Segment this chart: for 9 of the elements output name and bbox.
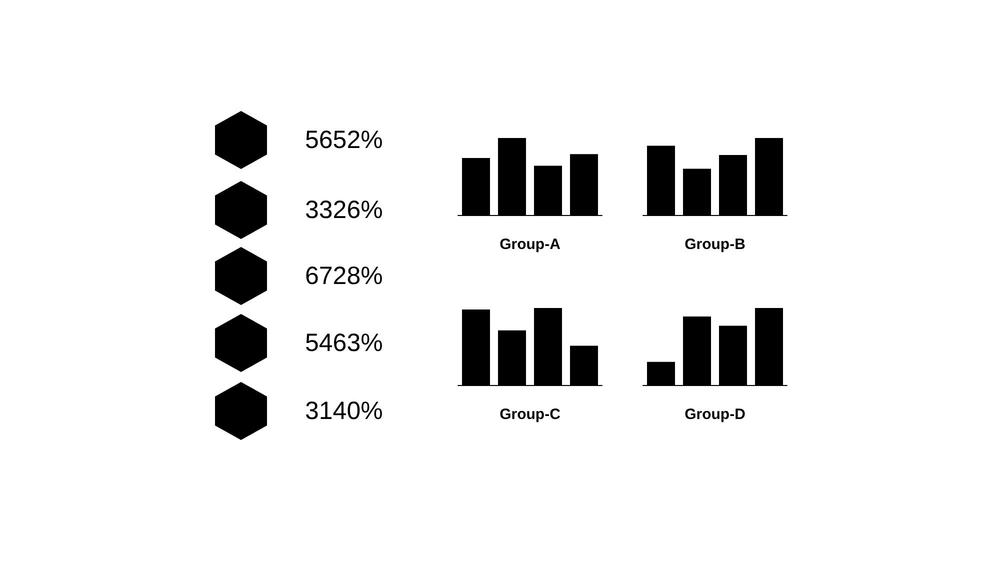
text: 3326% <box>305 195 383 226</box>
text: 5652% <box>305 125 383 156</box>
x-axis-title: Group-B <box>684 236 746 253</box>
x-axis-title: Group-A <box>500 236 561 253</box>
text: 3140% <box>305 396 383 427</box>
text: 6728% <box>305 261 383 292</box>
text: 5463% <box>305 328 383 359</box>
x-axis-title: Group-C <box>500 406 561 423</box>
x-axis-title: Group-D <box>684 406 746 423</box>
